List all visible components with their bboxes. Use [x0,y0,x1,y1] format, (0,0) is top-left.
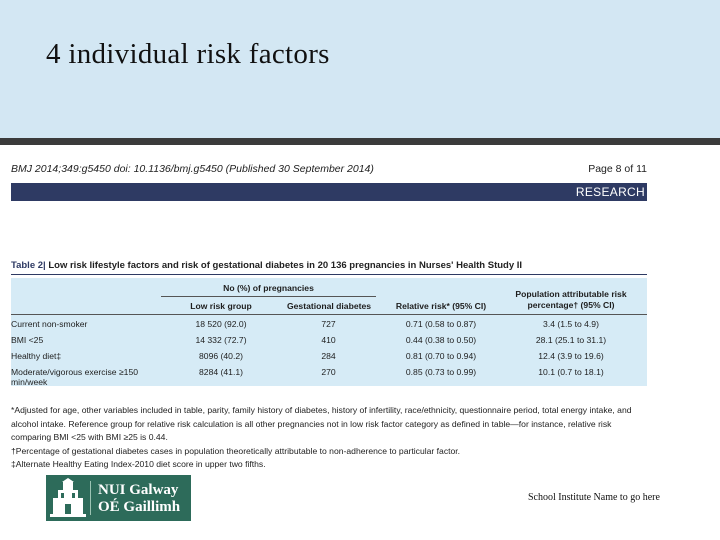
title-divider [0,138,720,145]
slide-title: 4 individual risk factors [46,38,330,70]
section-label: RESEARCH [575,185,645,199]
factor-cell: BMI <25 [11,335,44,345]
gd-cell: 284 [321,351,336,361]
par-cell: 3.4 (1.5 to 4.9) [543,319,599,329]
column-header-low-risk: Low risk group [190,301,252,311]
data-table: No (%) of pregnancies Low risk group Ges… [11,278,647,387]
gd-cell: 410 [321,335,336,345]
par-cell: 12.4 (3.9 to 19.6) [538,351,604,361]
logo-divider [90,481,91,515]
table-top-rule [11,274,647,275]
column-header-relative-risk: Relative risk* (95% CI) [395,301,487,311]
factor-cell: Moderate/vigorous exercise ≥150 min/week [11,367,139,387]
footnote: †Percentage of gestational diabetes case… [11,445,461,456]
table-footnotes: *Adjusted for age, other variables inclu… [11,404,647,472]
rr-cell: 0.81 (0.70 to 0.94) [405,351,477,361]
institute-name: School Institute Name to go here [528,492,660,503]
low-risk-cell: 18 520 (92.0) [195,319,247,329]
gd-cell: 727 [321,319,336,329]
low-risk-cell: 14 332 (72.7) [195,335,247,345]
table-caption: Low risk lifestyle factors and risk of g… [45,260,523,271]
group-header: No (%) of pregnancies [223,283,314,293]
gd-cell: 270 [321,367,336,377]
university-logo: NUI Galway OÉ Gaillimh [46,475,191,521]
section-bar: RESEARCH [11,183,647,201]
par-cell: 28.1 (25.1 to 31.1) [535,335,607,345]
column-header-gestational-diabetes: Gestational diabetes [286,301,372,311]
par-cell: 10.1 (0.7 to 18.1) [538,367,604,377]
logo-line-2: OÉ Gaillimh [98,499,181,515]
title-band: 4 individual risk factors [0,0,720,138]
university-tower-icon [50,478,86,517]
factor-cell: Current non-smoker [11,319,88,329]
page-number: Page 8 of 11 [588,163,647,175]
footnote: ‡Alternate Healthy Eating Index-2010 die… [11,459,266,469]
article-citation: BMJ 2014;349:g5450 doi: 10.1136/bmj.g545… [11,163,374,175]
rr-cell: 0.85 (0.73 to 0.99) [405,367,477,377]
low-risk-cell: 8284 (41.1) [199,367,243,377]
footnote: *Adjusted for age, other variables inclu… [11,405,632,442]
table-label: Table 2| [11,260,46,271]
rr-cell: 0.71 (0.58 to 0.87) [405,319,477,329]
rr-cell: 0.44 (0.38 to 0.50) [405,335,477,345]
table-title: Table 2| Low risk lifestyle factors and … [11,260,647,271]
factor-cell: Healthy diet‡ [11,351,62,361]
group-header-rule [161,296,376,297]
column-header-par: Population attributable risk percentage†… [515,289,627,310]
logo-line-1: NUI Galway [98,482,179,498]
header-bottom-rule [11,314,647,315]
low-risk-cell: 8096 (40.2) [199,351,243,361]
